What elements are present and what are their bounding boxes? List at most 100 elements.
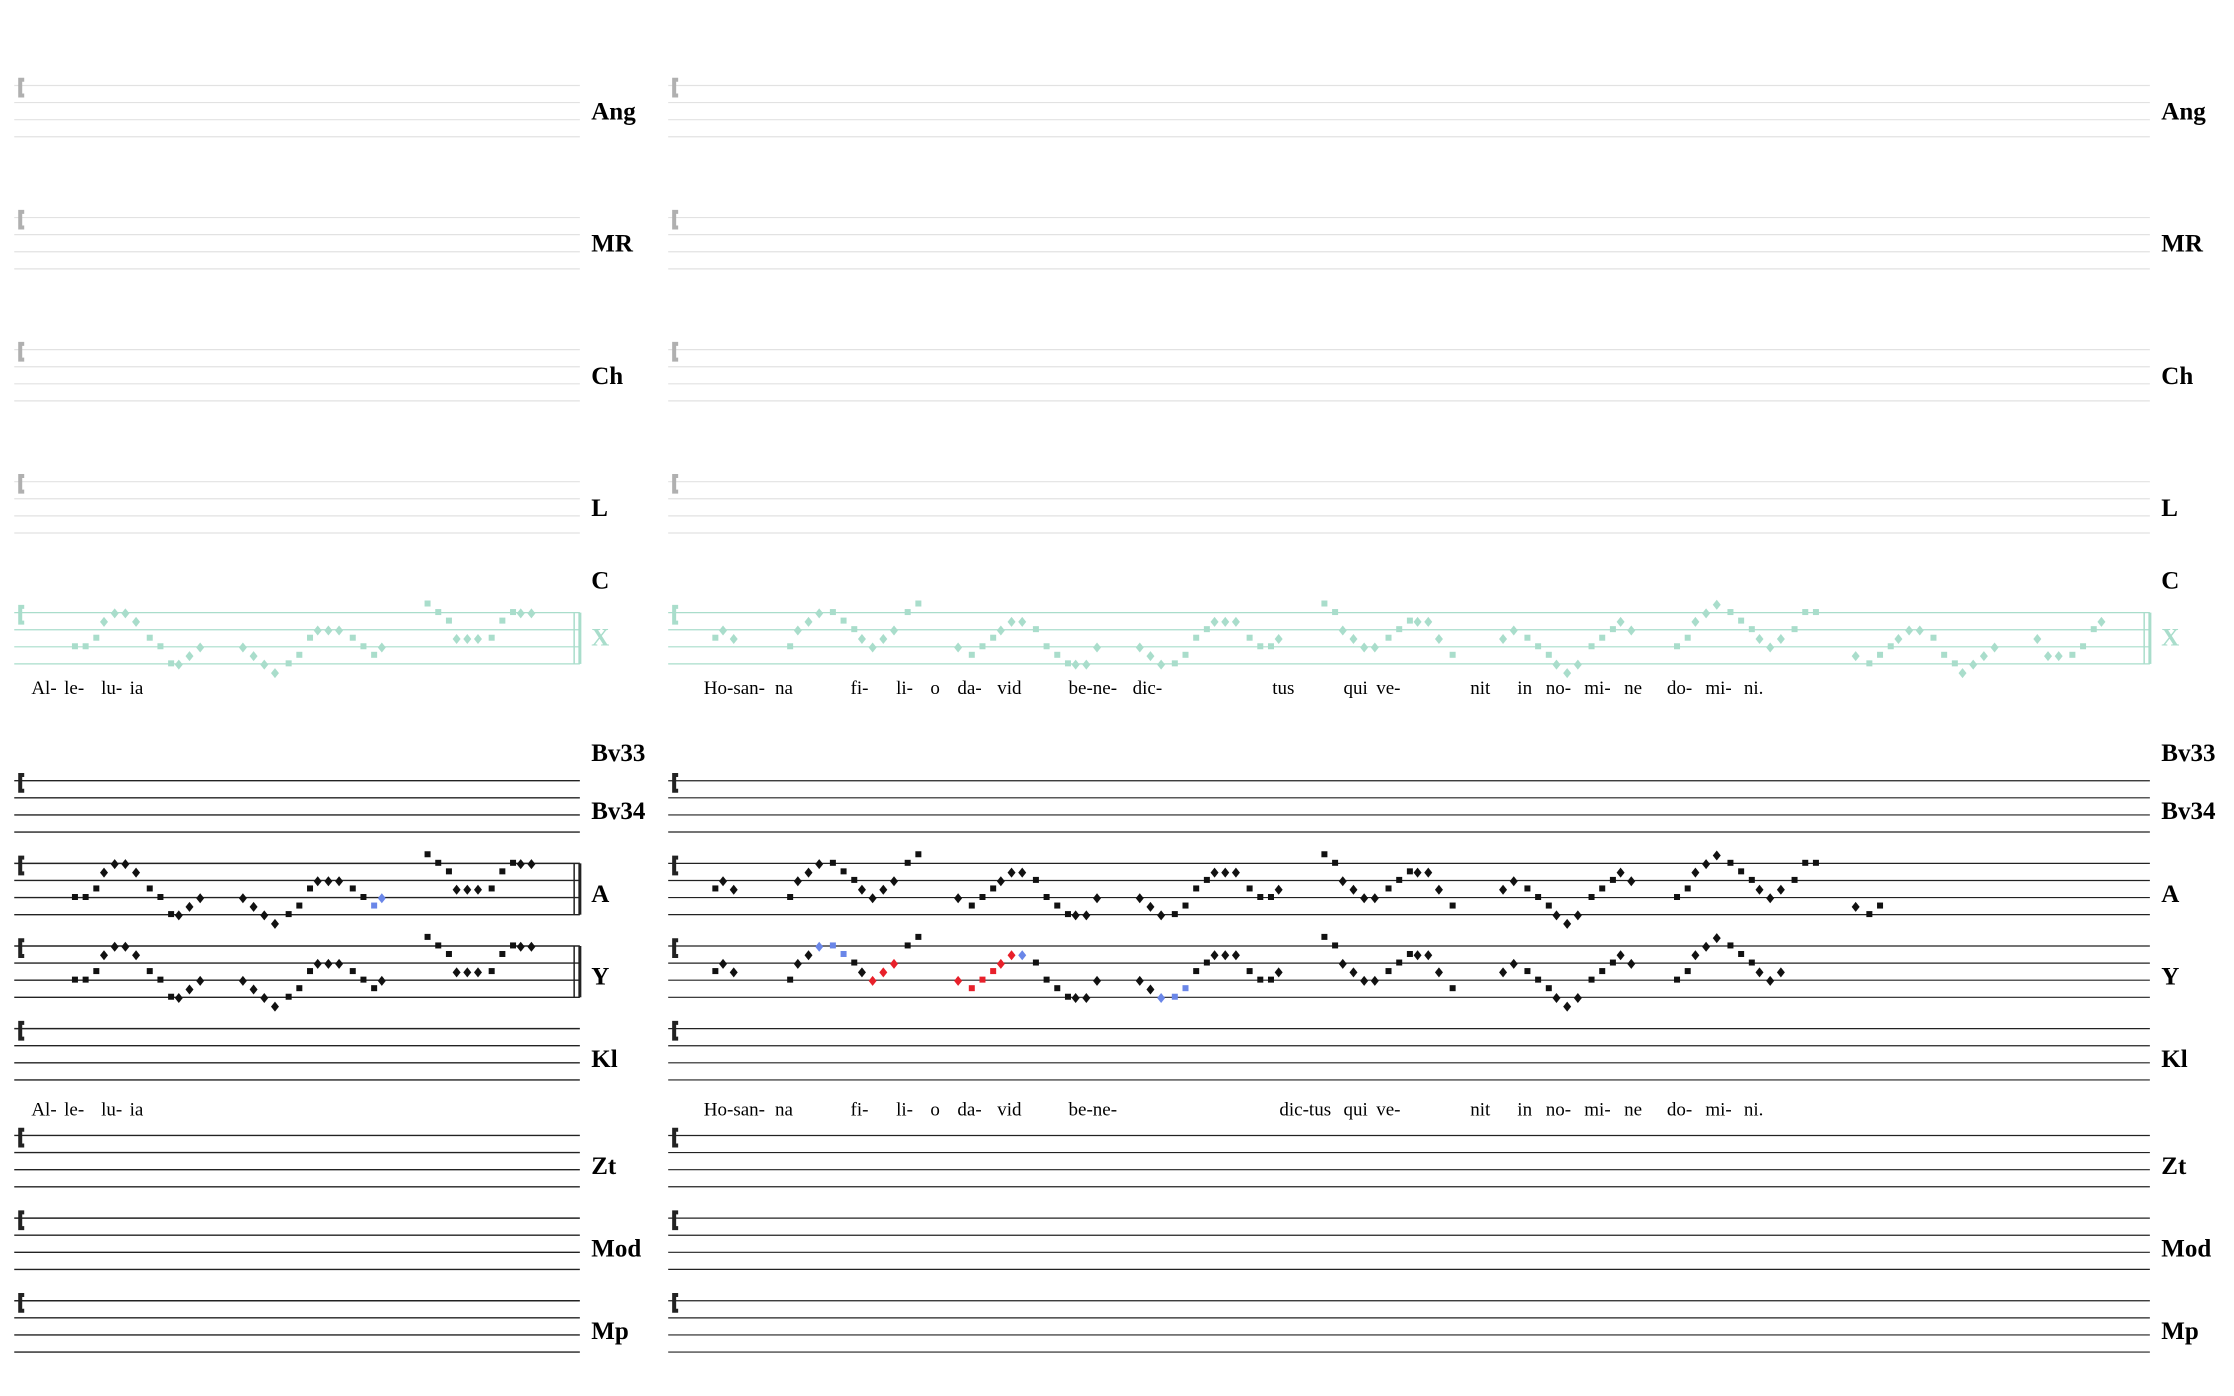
neume bbox=[1135, 893, 1144, 904]
neume bbox=[196, 893, 205, 904]
neume bbox=[979, 643, 986, 650]
neume bbox=[1573, 910, 1582, 921]
neume bbox=[1691, 950, 1700, 961]
staff-label: MR bbox=[2161, 231, 2204, 258]
neume bbox=[996, 876, 1005, 887]
neume bbox=[473, 633, 482, 644]
neume bbox=[371, 985, 378, 992]
neume bbox=[1969, 659, 1978, 670]
neume bbox=[1032, 876, 1039, 883]
neume bbox=[185, 984, 194, 995]
neume bbox=[2044, 651, 2053, 662]
neume bbox=[1684, 968, 1691, 975]
neume bbox=[1499, 633, 1508, 644]
neume bbox=[1588, 643, 1595, 650]
neume bbox=[93, 885, 100, 892]
neume bbox=[168, 993, 175, 1000]
neume bbox=[1054, 902, 1061, 909]
neume bbox=[174, 910, 183, 921]
neume bbox=[335, 625, 344, 636]
lyric: le- bbox=[64, 1100, 84, 1121]
staff-label: Kl bbox=[2161, 1046, 2187, 1073]
neume bbox=[1157, 993, 1166, 1004]
neume bbox=[1360, 893, 1369, 904]
staff-label: Ch bbox=[2161, 363, 2193, 390]
neume bbox=[196, 642, 205, 653]
neume bbox=[815, 859, 824, 870]
neume bbox=[196, 975, 205, 986]
neume bbox=[1851, 901, 1860, 912]
neume bbox=[2080, 643, 2087, 650]
neume bbox=[840, 868, 847, 875]
neume bbox=[1071, 910, 1080, 921]
neume bbox=[787, 643, 794, 650]
neume bbox=[1616, 867, 1625, 878]
neume bbox=[1203, 876, 1210, 883]
neume bbox=[1915, 625, 1924, 636]
neume bbox=[1360, 642, 1369, 653]
neume bbox=[1627, 958, 1636, 969]
neume bbox=[157, 643, 164, 650]
neume bbox=[168, 660, 175, 667]
neume bbox=[1524, 634, 1531, 641]
neume bbox=[93, 968, 100, 975]
neume bbox=[1776, 967, 1785, 978]
neume bbox=[1349, 633, 1358, 644]
neume bbox=[1738, 617, 1745, 624]
neume bbox=[1499, 884, 1508, 895]
staff-label: Zt bbox=[2161, 1153, 2187, 1180]
neume bbox=[1941, 651, 1948, 658]
neume bbox=[1424, 950, 1433, 961]
neume bbox=[1370, 975, 1379, 986]
neume bbox=[857, 633, 866, 644]
neume bbox=[1727, 859, 1734, 866]
neume bbox=[1609, 626, 1616, 633]
neume bbox=[804, 867, 813, 878]
neume bbox=[1866, 660, 1873, 667]
neume bbox=[1231, 616, 1240, 627]
neume bbox=[1812, 859, 1819, 866]
lyric: ve- bbox=[1376, 1100, 1400, 1121]
neume bbox=[868, 893, 877, 904]
lyric: da- bbox=[957, 1100, 981, 1121]
neume bbox=[1413, 950, 1422, 961]
neume bbox=[445, 868, 452, 875]
neume bbox=[889, 625, 898, 636]
neume bbox=[787, 976, 794, 983]
neume bbox=[1766, 642, 1775, 653]
neume bbox=[1210, 616, 1219, 627]
neume bbox=[1064, 993, 1071, 1000]
neume bbox=[1257, 643, 1264, 650]
neume bbox=[954, 642, 963, 653]
neume bbox=[1018, 616, 1027, 627]
neume bbox=[1385, 968, 1392, 975]
neume bbox=[996, 958, 1005, 969]
neume bbox=[1267, 893, 1274, 900]
neume bbox=[1524, 968, 1531, 975]
neume bbox=[1370, 893, 1379, 904]
neume bbox=[804, 950, 813, 961]
neume bbox=[1434, 633, 1443, 644]
neume bbox=[349, 968, 356, 975]
neume bbox=[968, 985, 975, 992]
neume bbox=[1203, 626, 1210, 633]
neume bbox=[990, 968, 997, 975]
neume bbox=[851, 876, 858, 883]
neume bbox=[1627, 876, 1636, 887]
neume bbox=[1877, 651, 1884, 658]
neume bbox=[1599, 885, 1606, 892]
neume bbox=[1866, 911, 1873, 918]
neume bbox=[1755, 967, 1764, 978]
clef bbox=[672, 1020, 679, 1041]
neume bbox=[1748, 959, 1755, 966]
neume bbox=[445, 617, 452, 624]
neume bbox=[1032, 959, 1039, 966]
neume bbox=[1171, 993, 1178, 1000]
neume bbox=[510, 859, 517, 866]
neume bbox=[1332, 859, 1339, 866]
neume bbox=[1588, 893, 1595, 900]
neume bbox=[990, 885, 997, 892]
neume bbox=[829, 942, 836, 949]
neume bbox=[1370, 642, 1379, 653]
